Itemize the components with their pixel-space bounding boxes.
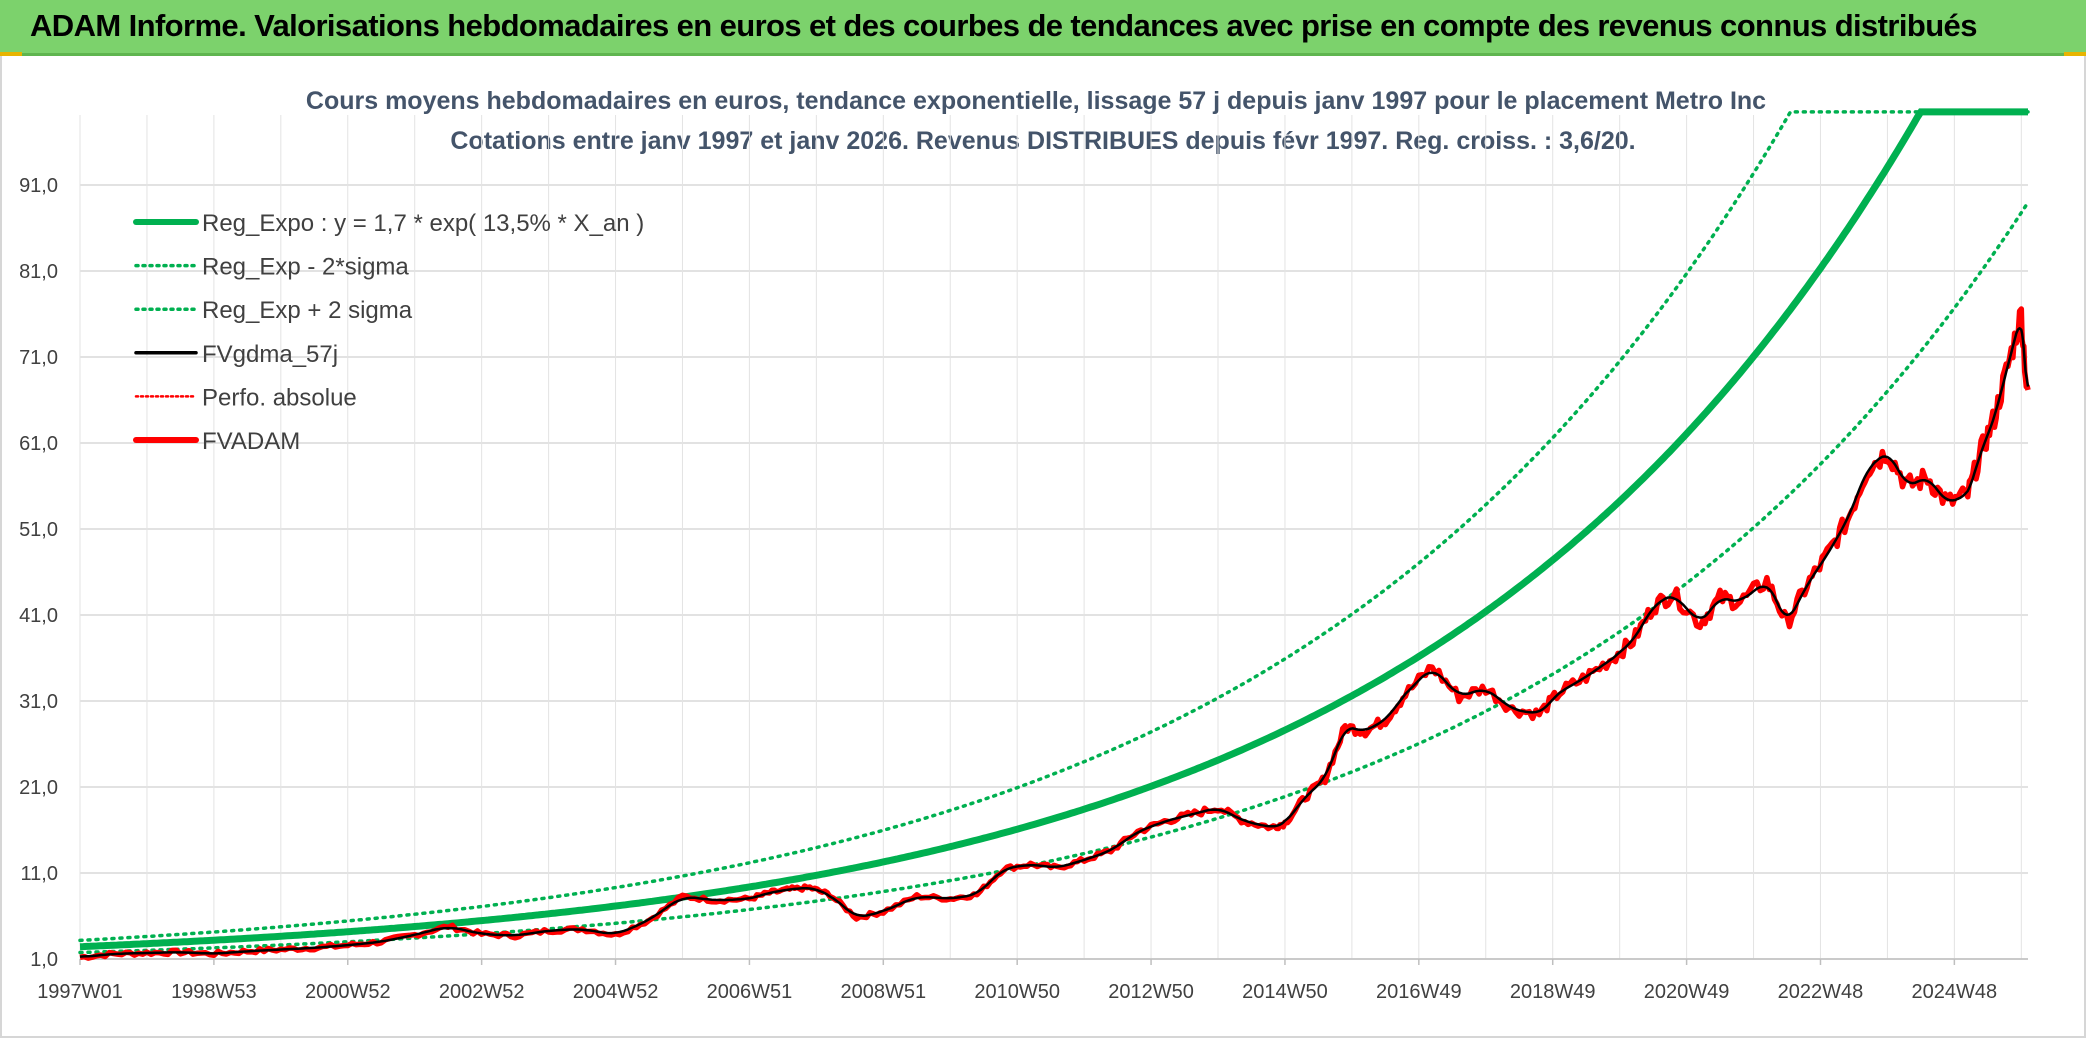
y-tick-label: 11,0 [21,863,58,885]
x-tick-label: 2014W50 [1242,981,1328,1003]
x-tick-label: 2012W50 [1108,981,1194,1003]
reg-exp-plus-2sigma-line [78,110,2030,943]
report-title: ADAM Informe. Valorisations hebdomadaire… [30,8,1977,43]
reg-expo-line [79,108,2028,951]
x-tick-label: 2010W50 [974,981,1060,1003]
chart-title-line1: Cours moyens hebdomadaires en euros, ten… [306,87,1766,115]
y-tick-label: 61,0 [19,433,58,455]
y-tick-label: 21,0 [19,777,58,799]
y-tick-label: 71,0 [19,347,58,369]
x-tick-label: 2022W48 [1778,981,1864,1003]
legend-label: Reg_Exp - 2*sigma [202,254,409,281]
y-tick-label: 31,0 [19,691,58,713]
x-tick-label: 2006W51 [707,981,793,1003]
x-tick-label: 2016W49 [1376,981,1462,1003]
reg-exp-minus-2sigma-line [78,200,2030,955]
legend-label: FVgdma_57j [202,341,338,368]
x-tick-label: 2008W51 [840,981,926,1003]
x-tick-label: 2024W48 [1912,981,1998,1003]
x-tick-label: 2020W49 [1644,981,1730,1003]
x-tick-label: 2000W52 [305,981,391,1003]
x-tick-label: 1997W01 [37,981,123,1003]
banner-corner-right [2064,52,2086,56]
legend-label: FVADAM [202,428,300,455]
chart-title-line2: Cotations entre janv 1997 et janv 2026. … [450,127,1635,155]
y-tick-label: 1,0 [30,949,58,971]
x-tick-label: 2002W52 [439,981,525,1003]
legend-label: Reg_Expo : y = 1,7 * exp( 13,5% * X_an ) [202,210,644,237]
y-tick-label: 51,0 [19,519,58,541]
legend-label: Perfo. absolue [202,384,357,411]
y-tick-label: 91,0 [19,175,58,197]
fvgdma-57j-line [79,327,2030,958]
x-tick-label: 1998W53 [171,981,257,1003]
report-banner: ADAM Informe. Valorisations hebdomadaire… [0,0,2086,56]
y-tick-label: 81,0 [19,261,58,283]
chart-frame [0,56,2086,1038]
x-tick-label: 2018W49 [1510,981,1596,1003]
banner-corner-left [0,52,22,56]
x-tick-label: 2004W52 [573,981,659,1003]
legend-label: Reg_Exp + 2 sigma [202,297,413,324]
y-tick-label: 41,0 [19,605,58,627]
